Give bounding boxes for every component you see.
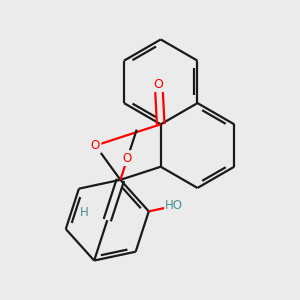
Text: H: H [80, 206, 88, 219]
Text: HO: HO [165, 200, 183, 212]
Text: O: O [123, 152, 132, 165]
Text: O: O [154, 78, 164, 91]
Text: O: O [91, 139, 100, 152]
